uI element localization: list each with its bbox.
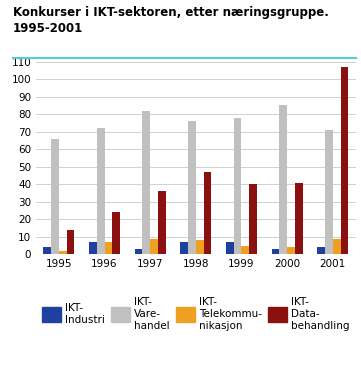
Bar — [188, 121, 196, 254]
Bar — [249, 184, 257, 254]
Bar — [51, 139, 59, 254]
Bar — [150, 239, 158, 254]
Bar — [43, 247, 51, 254]
Bar — [180, 242, 188, 254]
Bar — [105, 242, 112, 254]
Bar — [67, 230, 74, 254]
Bar — [317, 247, 325, 254]
Bar — [333, 239, 340, 254]
Bar — [112, 212, 120, 254]
Bar — [287, 247, 295, 254]
Text: Konkurser i IKT-sektoren, etter næringsgruppe.
1995-2001: Konkurser i IKT-sektoren, etter næringsg… — [13, 6, 329, 35]
Bar — [242, 246, 249, 254]
Bar — [97, 128, 105, 254]
Bar — [196, 240, 204, 254]
Bar — [325, 130, 333, 254]
Legend: IKT-
Industri, IKT-
Vare-
handel, IKT-
Telekommu-
nikasjon, IKT-
Data-
behandlin: IKT- Industri, IKT- Vare- handel, IKT- T… — [38, 293, 354, 335]
Bar — [158, 191, 166, 254]
Bar — [89, 242, 97, 254]
Bar — [234, 118, 242, 254]
Bar — [143, 111, 150, 254]
Bar — [279, 105, 287, 254]
Bar — [226, 242, 234, 254]
Bar — [340, 67, 348, 254]
Bar — [271, 249, 279, 254]
Bar — [135, 249, 143, 254]
Bar — [59, 251, 67, 254]
Bar — [204, 172, 211, 254]
Bar — [295, 183, 303, 254]
